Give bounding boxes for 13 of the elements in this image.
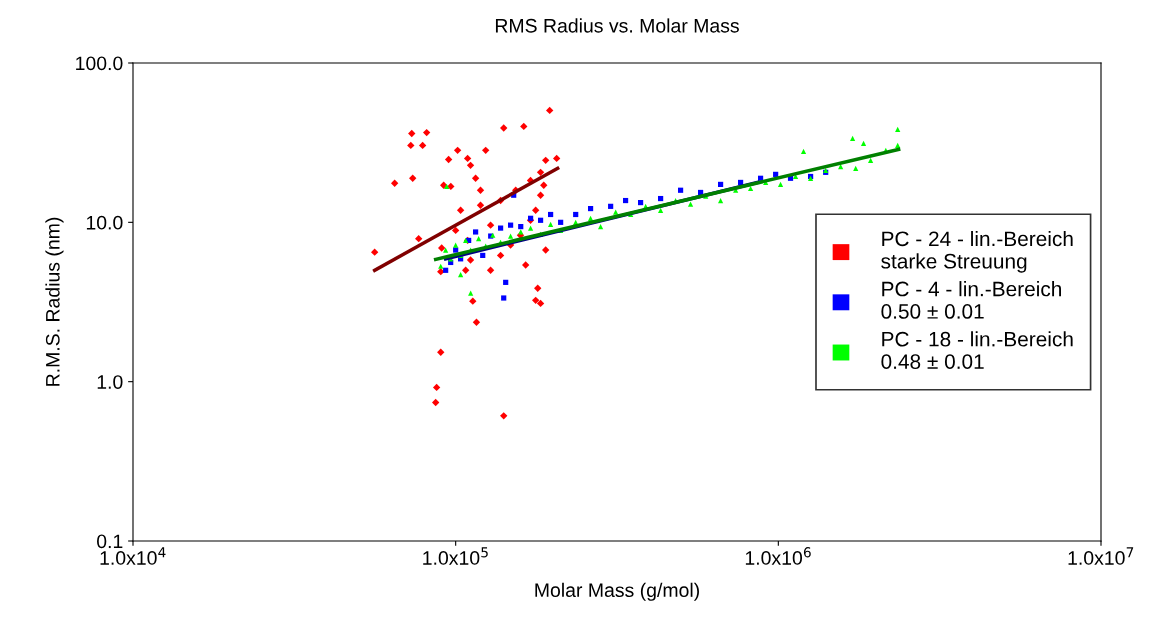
chart-title: RMS Radius vs. Molar Mass — [495, 18, 739, 33]
y-tick-label: 100.0 — [76, 56, 123, 71]
y-tick-label: 10.0 — [86, 215, 123, 230]
y-axis-title: R.M.S. Radius (nm) — [45, 217, 64, 386]
legend-label: PC - 18 - lin.-Bereich 0.48 ± 0.01 — [881, 331, 1073, 370]
legend-label: PC - 4 - lin.-Bereich 0.50 ± 0.01 — [881, 281, 1061, 319]
legend-label: PC - 24 - lin.-Bereich starke Streuung — [881, 230, 1073, 273]
x-tick-label: 1.0x10$^{5}$ — [423, 547, 488, 565]
x-tick-label: 1.0x10$^{6}$ — [745, 547, 811, 565]
x-tick-label: 1.0x10$^{7}$ — [1068, 547, 1134, 565]
x-axis-title: Molar Mass (g/mol) — [535, 582, 699, 601]
y-tick-label: 1.0 — [97, 375, 123, 389]
y-tick-label: 0.1 — [97, 534, 123, 549]
